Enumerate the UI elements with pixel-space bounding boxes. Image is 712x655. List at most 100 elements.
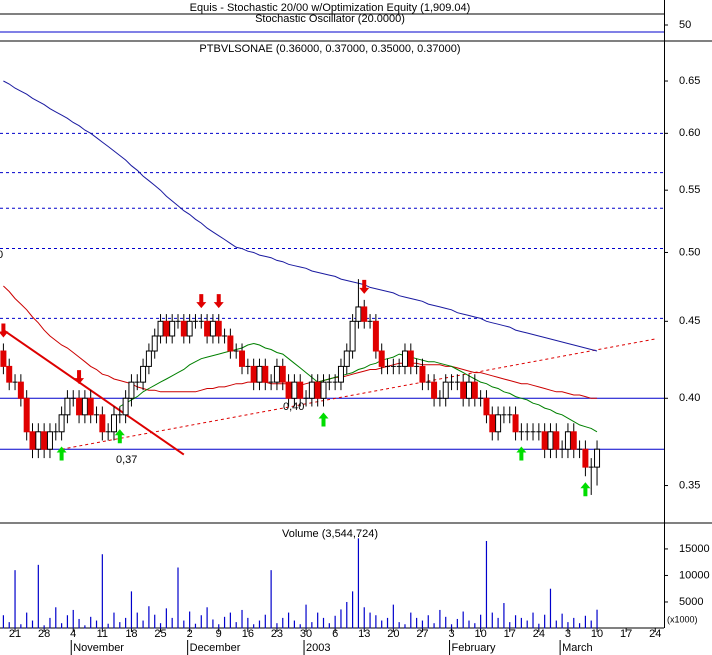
candle-body: [512, 414, 519, 433]
candle-body: [169, 320, 176, 337]
buy-signal: [318, 412, 329, 427]
x-tick-label: 24: [649, 628, 661, 640]
candle-body: [460, 381, 467, 399]
moving-average: [3, 80, 598, 352]
x-tick-label: 25: [154, 628, 166, 640]
x-tick-label: 30: [300, 628, 312, 640]
candle-body: [239, 350, 246, 367]
candle-body: [547, 431, 554, 450]
candle-body: [320, 381, 327, 399]
buy-signal: [516, 446, 527, 461]
candle-body: [227, 335, 234, 352]
candle-body: [204, 320, 211, 337]
candle-body: [250, 365, 257, 383]
candle-body: [29, 431, 36, 450]
candle-body: [256, 365, 263, 383]
x-tick-label: 24: [533, 628, 545, 640]
candle-body: [564, 431, 571, 450]
candle-body: [215, 320, 222, 337]
trend-line: [61, 338, 656, 450]
x-tick-label: 23: [271, 628, 283, 640]
x-tick-label: 21: [9, 628, 21, 640]
candle-body: [35, 431, 42, 450]
candle-body: [145, 350, 152, 367]
candle-body: [76, 397, 83, 416]
candle-body: [99, 414, 106, 433]
candle-body: [23, 397, 30, 433]
candle-body: [128, 381, 135, 399]
sell-signal: [0, 323, 9, 338]
x-tick-label: 16: [242, 628, 254, 640]
x-tick-label: 3: [565, 628, 571, 640]
candle-body: [6, 365, 13, 383]
candle-body: [471, 381, 478, 399]
candle-body: [209, 320, 216, 337]
candle-body: [314, 381, 321, 399]
buy-signal: [56, 446, 67, 461]
candle-body: [279, 365, 286, 383]
candle-body: [308, 381, 315, 399]
panel-subtitle: Stochastic Oscillator (20.0000): [255, 13, 405, 25]
y-tick-label: 0.50: [679, 246, 700, 258]
candle-body: [151, 335, 158, 352]
x-tick-label: 2: [187, 628, 193, 640]
candle-body: [431, 381, 438, 399]
sell-signal: [213, 294, 224, 309]
month-label: February: [452, 642, 497, 654]
x-tick-label: 6: [332, 628, 338, 640]
x-tick-label: 10: [591, 628, 603, 640]
x-tick-label: 17: [620, 628, 632, 640]
candle-body: [419, 365, 426, 383]
y-tick-label: 0.45: [679, 315, 700, 327]
candle-body: [163, 320, 170, 337]
x-tick-label: 9: [216, 628, 222, 640]
month-label: 2003: [306, 642, 330, 654]
candle-body: [140, 365, 147, 383]
moving-average: [119, 342, 598, 433]
candle-body: [110, 414, 117, 433]
candle-body: [372, 320, 379, 352]
candle-body: [180, 320, 187, 337]
candle-body: [483, 397, 490, 416]
candle-body: [273, 365, 280, 383]
candle-body: [466, 381, 472, 399]
annotation: 0: [0, 249, 3, 261]
candle-body: [349, 320, 356, 352]
y-tick-label: 5000: [679, 596, 703, 608]
candle-body: [186, 320, 193, 337]
x-tick-label: 3: [448, 628, 454, 640]
candle-body: [337, 365, 344, 383]
month-label: March: [562, 642, 593, 654]
candle-body: [442, 381, 449, 399]
x-tick-label: 20: [387, 628, 399, 640]
candle-body: [291, 381, 298, 399]
candle-body: [541, 431, 548, 450]
candle-body: [87, 397, 94, 416]
candle-body: [594, 448, 601, 468]
candle-body: [0, 350, 7, 367]
month-label: November: [73, 642, 124, 654]
x-tick-label: 4: [70, 628, 76, 640]
y-tick-label: 50: [679, 19, 691, 31]
y-tick-label: 0.40: [679, 392, 700, 404]
annotation: 0,40: [283, 401, 304, 413]
buy-signal: [114, 429, 125, 444]
x-tick-label: 11: [97, 628, 108, 640]
candle-body: [17, 381, 24, 399]
candle-body: [582, 448, 589, 468]
panel-title: Volume (3,544,724): [282, 528, 378, 540]
x-tick-label: 17: [504, 628, 516, 640]
y-tick-label: 0.65: [679, 75, 700, 87]
candle-body: [407, 350, 414, 367]
y-tick-label: 10000: [679, 569, 710, 581]
unit-label: (x1000): [667, 614, 698, 624]
x-tick-label: 13: [358, 628, 370, 640]
annotation: 0,37: [116, 454, 137, 466]
buy-signal: [580, 482, 591, 497]
candle-body: [297, 381, 304, 399]
candle-body: [46, 431, 53, 450]
x-tick-label: 28: [38, 628, 50, 640]
x-tick-label: 27: [416, 628, 428, 640]
y-tick-label: 0.35: [679, 479, 700, 491]
